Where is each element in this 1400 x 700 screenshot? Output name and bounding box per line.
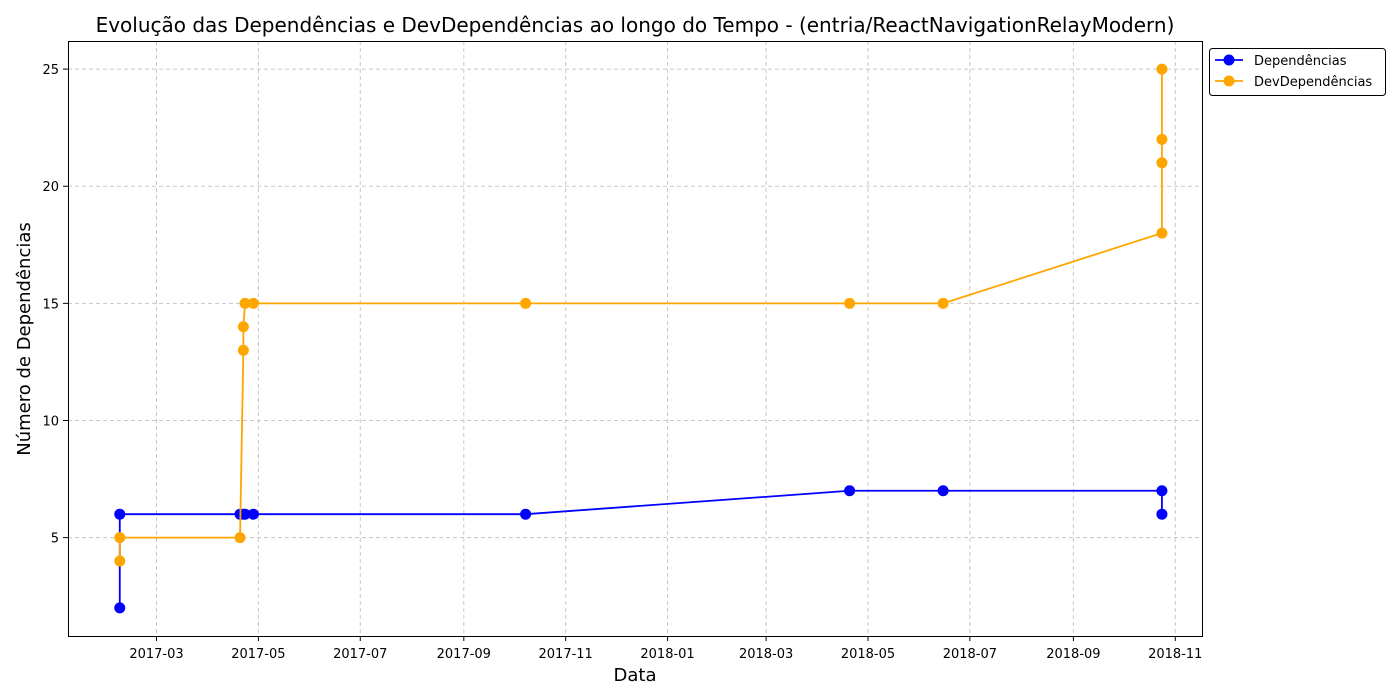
data-point <box>1156 485 1168 497</box>
x-tick-label: 2018-01 <box>640 647 694 662</box>
y-tick-label: 15 <box>42 297 59 312</box>
series-dependencias <box>114 485 1168 614</box>
y-tick-label: 25 <box>42 63 59 78</box>
plot-area <box>114 63 1168 614</box>
data-point <box>1156 227 1168 239</box>
data-point <box>247 508 259 520</box>
plot-frame <box>68 41 1203 637</box>
y-tick-label: 10 <box>42 414 59 429</box>
data-point <box>1156 63 1168 75</box>
data-point <box>239 297 251 309</box>
legend-marker <box>1223 75 1235 87</box>
data-point <box>937 297 949 309</box>
y-axis: 5 10 15 20 25 <box>42 63 68 547</box>
y-axis-label: Número de Dependências <box>14 222 35 456</box>
data-point <box>114 602 126 614</box>
data-point <box>237 321 249 333</box>
x-tick-label: 2017-11 <box>539 647 593 662</box>
x-tick-label: 2018-07 <box>943 647 997 662</box>
data-point <box>114 555 126 567</box>
legend-entry: DevDependências <box>1254 75 1372 90</box>
data-point <box>247 297 259 309</box>
data-point <box>1156 157 1168 169</box>
grid <box>68 41 1202 636</box>
data-point <box>239 508 251 520</box>
x-tick-label: 2017-03 <box>129 647 183 662</box>
x-axis: 2017-03 2017-05 2017-07 2017-09 2017-11 2018-… <box>129 636 1202 662</box>
series-line <box>118 69 1163 562</box>
x-tick-label: 2018-03 <box>739 647 793 662</box>
x-tick-label: 2018-11 <box>1148 647 1202 662</box>
data-point <box>844 297 856 309</box>
data-point <box>520 297 532 309</box>
y-tick-label: 20 <box>42 180 59 195</box>
data-point <box>114 508 126 520</box>
series-line <box>118 489 1163 608</box>
x-tick-label: 2017-07 <box>333 647 387 662</box>
x-tick-label: 2018-09 <box>1046 647 1100 662</box>
data-point <box>520 508 532 520</box>
data-point <box>234 532 246 544</box>
data-point <box>1156 508 1168 520</box>
x-tick-label: 2018-05 <box>841 647 895 662</box>
data-point <box>114 532 126 544</box>
legend-box <box>1209 48 1386 96</box>
legend-entry: Dependências <box>1254 54 1347 69</box>
legend-marker <box>1223 54 1235 66</box>
x-tick-label: 2017-05 <box>231 647 285 662</box>
legend: Dependências DevDependências <box>1209 48 1386 96</box>
y-tick-label: 5 <box>51 532 59 547</box>
data-point <box>844 485 856 497</box>
data-point <box>937 485 949 497</box>
chart-title: Evolução das Dependências e DevDependênc… <box>96 13 1175 37</box>
series-devdependencias <box>114 63 1168 567</box>
x-tick-label: 2017-09 <box>437 647 491 662</box>
data-point <box>1156 133 1168 145</box>
data-point <box>237 344 249 356</box>
x-axis-label: Data <box>614 665 657 686</box>
